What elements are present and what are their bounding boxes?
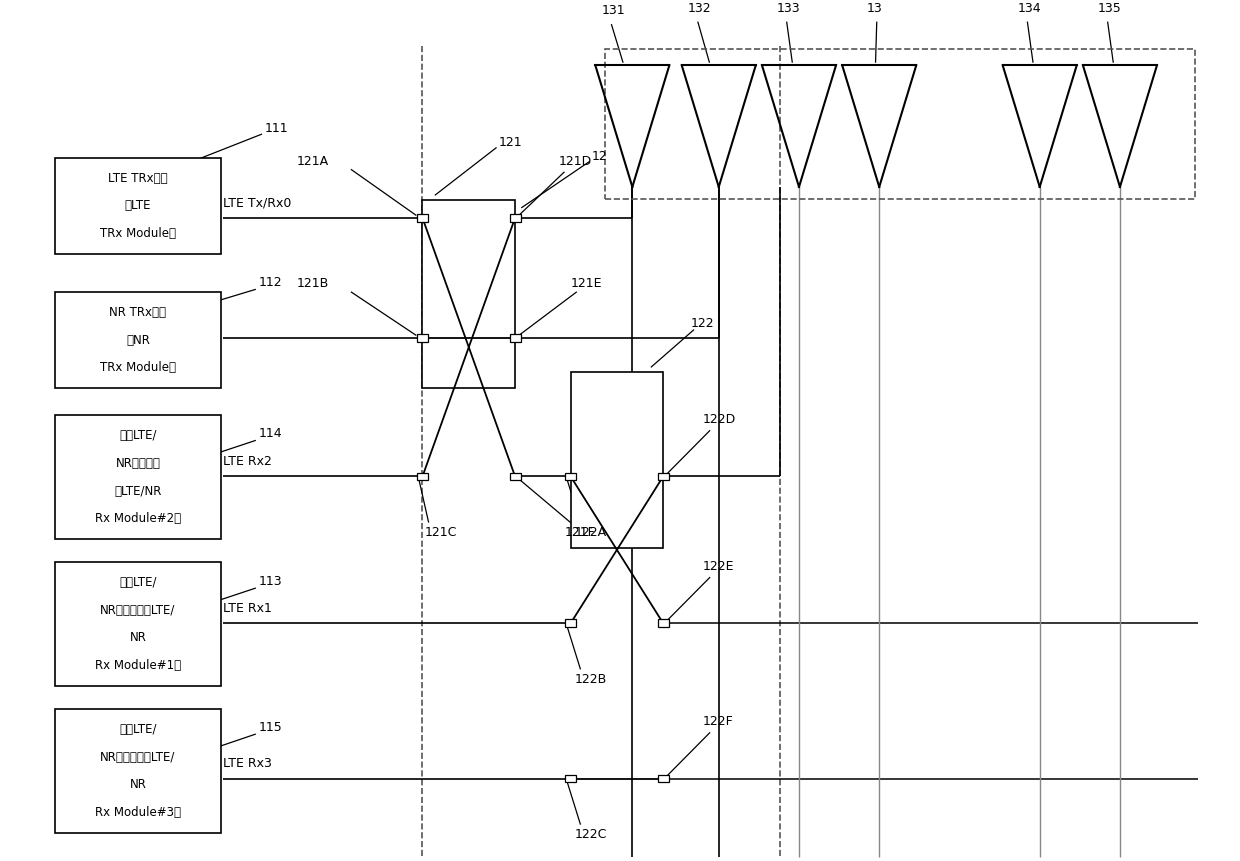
Text: LTE Rx2: LTE Rx2 [222,455,272,468]
Text: 134: 134 [1018,2,1042,15]
Text: Rx Module#2）: Rx Module#2） [95,512,181,525]
Bar [657,620,668,627]
Text: Rx Module#3）: Rx Module#3） [95,806,181,819]
Bar [55,415,221,539]
Bar [565,473,577,480]
Bar [565,620,577,627]
Text: 111: 111 [264,122,288,135]
Text: （LTE/NR: （LTE/NR [114,485,161,498]
Text: NR接收模组: NR接收模组 [115,457,160,470]
Text: 第一LTE/: 第一LTE/ [119,576,156,589]
Text: （NR: （NR [126,333,150,347]
Bar [417,473,428,480]
Bar [570,372,663,548]
Text: 133: 133 [776,2,800,15]
Text: 122E: 122E [703,560,734,573]
Bar [55,292,221,388]
Bar [657,473,668,480]
Bar [423,200,515,388]
Text: 113: 113 [258,575,281,588]
Text: 121F: 121F [564,526,595,539]
Text: 122C: 122C [574,828,606,841]
Bar [55,158,221,254]
Bar [55,709,221,833]
Text: 122: 122 [691,317,714,330]
Text: NR TRx模组: NR TRx模组 [109,306,166,319]
Bar [510,334,521,342]
Text: 第二LTE/: 第二LTE/ [119,430,156,443]
Text: 115: 115 [258,721,281,734]
Bar [657,775,668,783]
Text: NR: NR [129,778,146,791]
Text: 第三LTE/: 第三LTE/ [119,723,156,736]
Text: NR接收模组（LTE/: NR接收模组（LTE/ [100,604,176,616]
Text: NR接收模组（LTE/: NR接收模组（LTE/ [100,751,176,764]
Text: 135: 135 [1097,2,1121,15]
Text: 121D: 121D [558,155,591,168]
Text: 131: 131 [601,4,625,17]
Text: 132: 132 [688,2,712,15]
Bar [510,473,521,480]
Bar [417,334,428,342]
Text: Rx Module#1）: Rx Module#1） [95,659,181,672]
Text: 121B: 121B [296,277,329,290]
Text: LTE Rx3: LTE Rx3 [222,757,272,770]
Bar [510,214,521,222]
Text: 13: 13 [867,2,883,15]
Bar [565,775,577,783]
Bar [605,49,1195,199]
Bar [417,214,428,222]
Text: 121E: 121E [570,277,603,290]
Text: 121: 121 [498,136,522,149]
Text: TRx Module）: TRx Module） [100,361,176,375]
Text: 121A: 121A [296,155,329,168]
Text: LTE Tx/Rx0: LTE Tx/Rx0 [222,196,291,209]
Text: 122D: 122D [703,413,737,426]
Text: 122A: 122A [574,526,606,539]
Text: NR: NR [129,631,146,644]
Text: 114: 114 [258,427,281,440]
Text: TRx Module）: TRx Module） [100,226,176,240]
Text: 112: 112 [258,276,281,289]
Text: LTE Rx1: LTE Rx1 [222,602,272,615]
Text: 122B: 122B [574,673,606,686]
Text: 121C: 121C [425,526,458,539]
Text: LTE TRx模组: LTE TRx模组 [108,171,167,185]
Text: 122F: 122F [703,715,733,728]
Bar [55,562,221,686]
Text: （LTE: （LTE [125,199,151,213]
Text: 12: 12 [591,151,608,164]
